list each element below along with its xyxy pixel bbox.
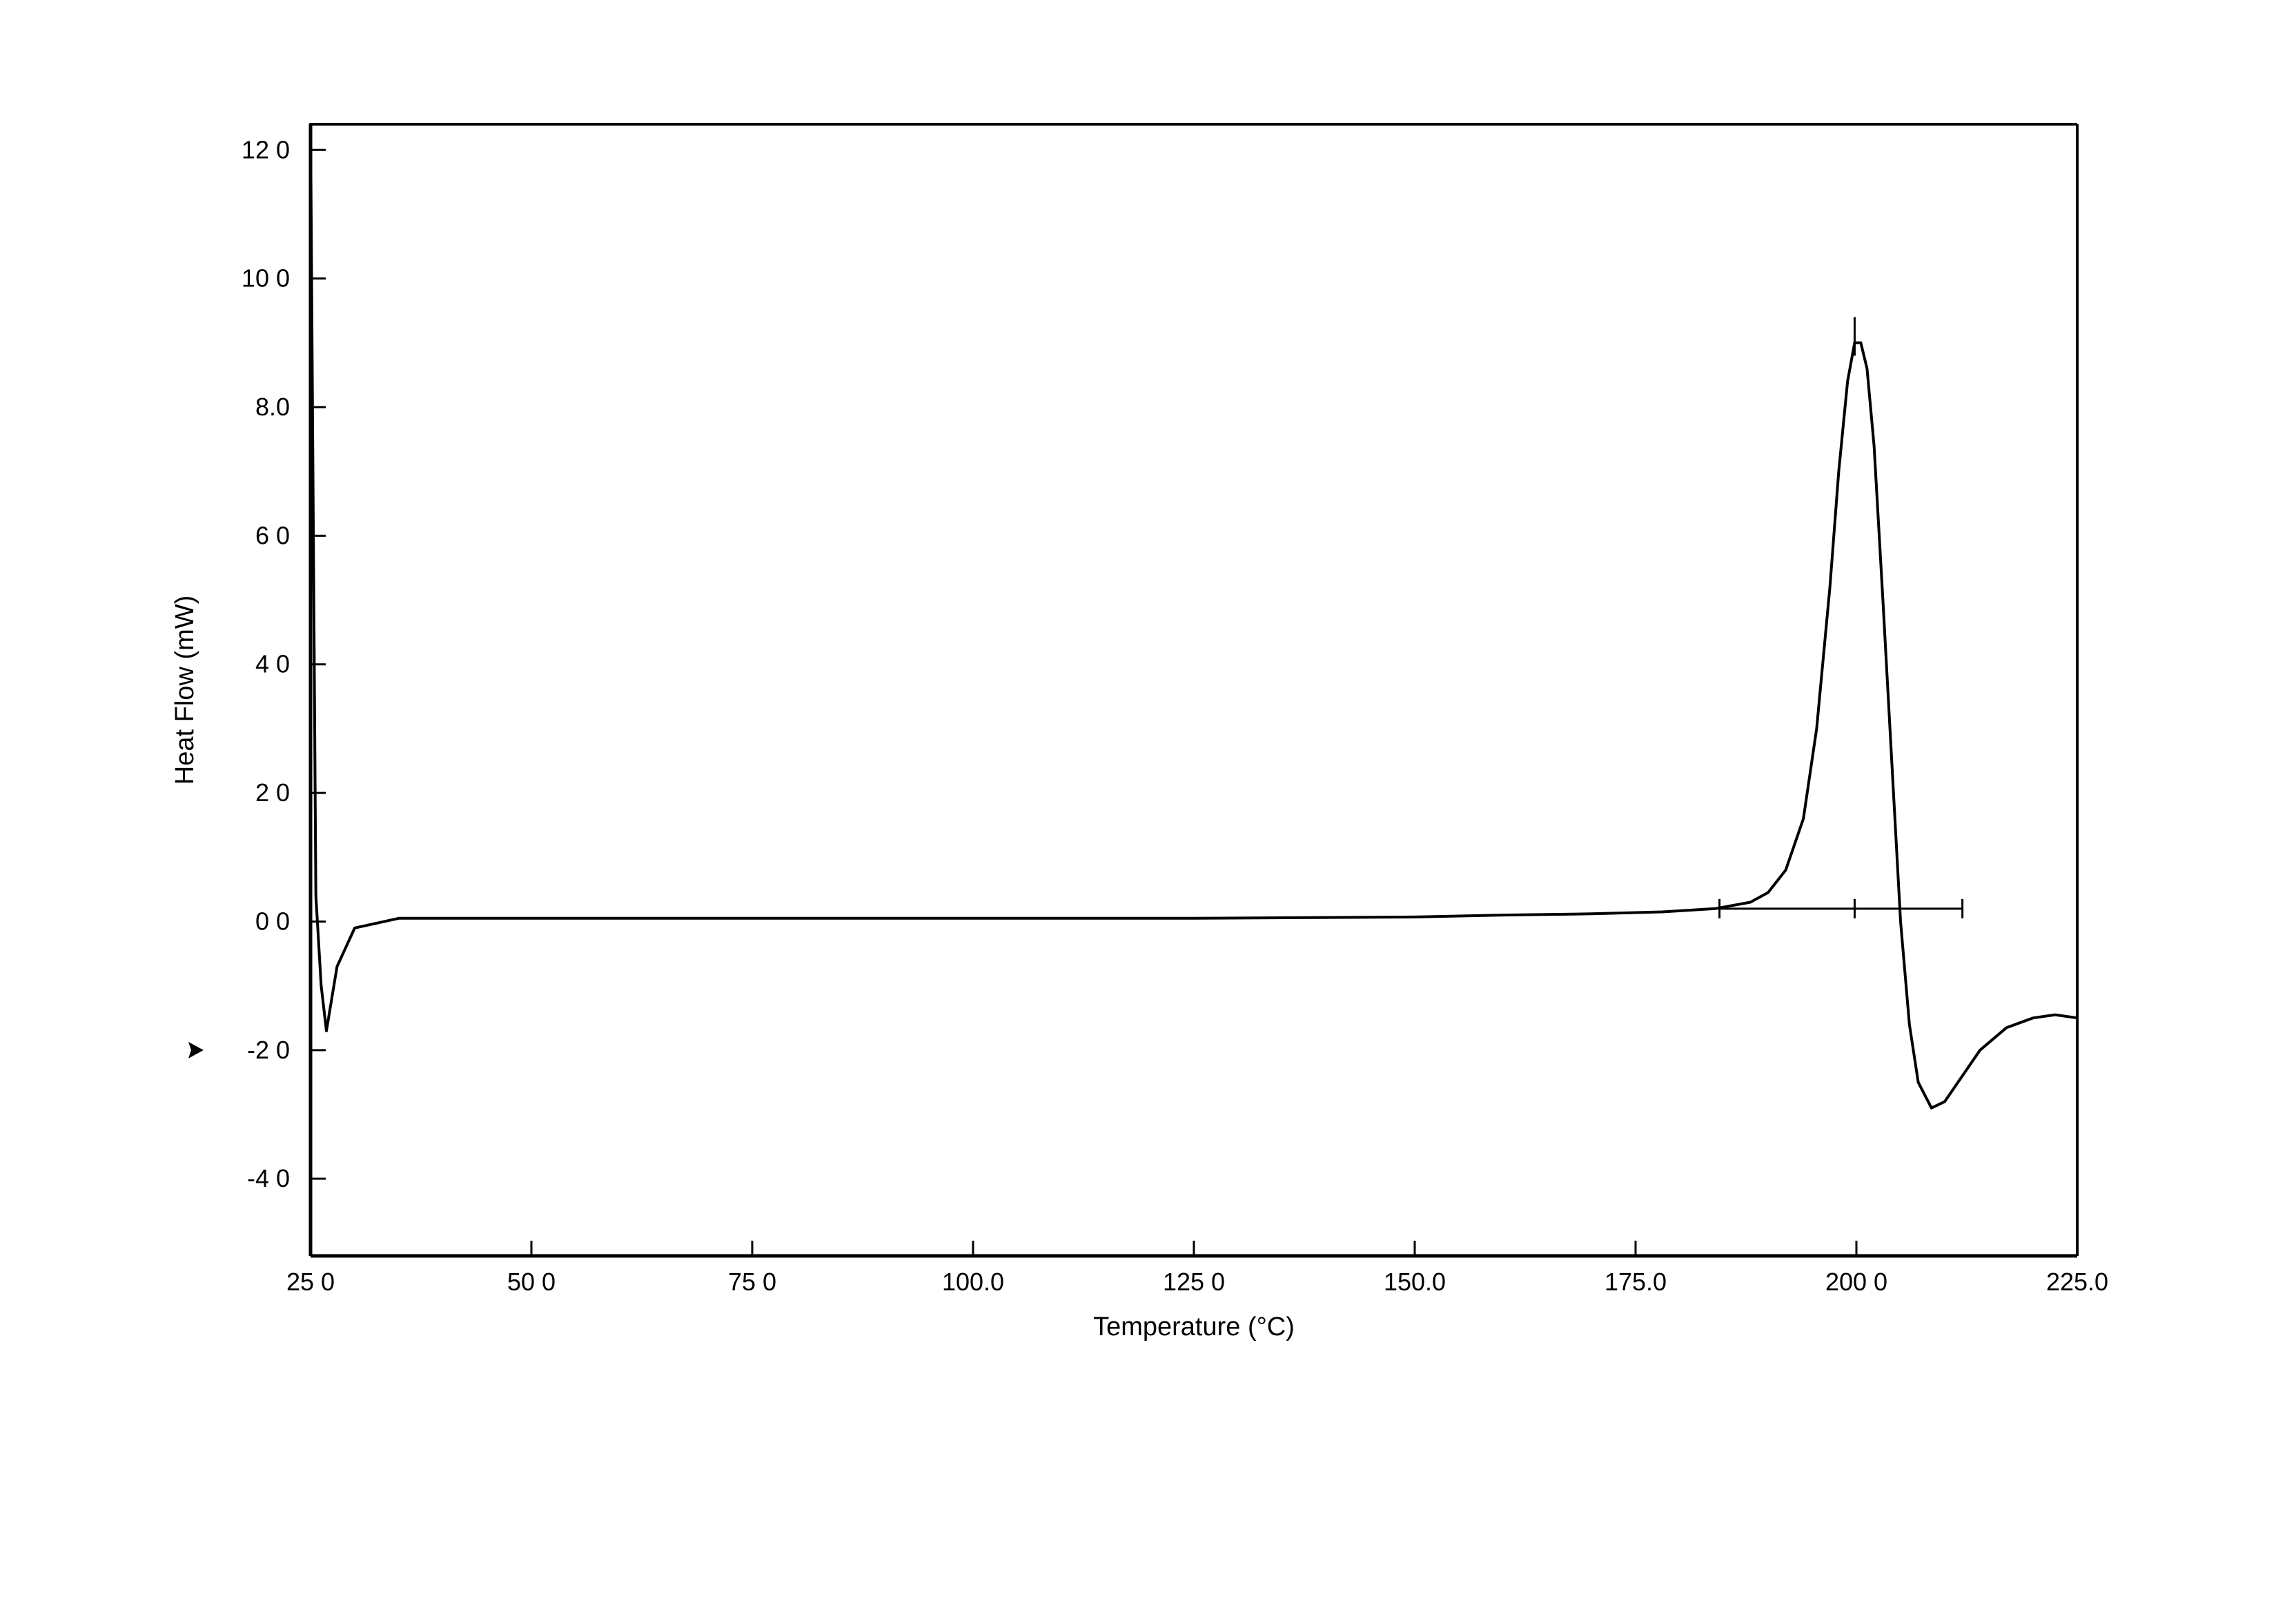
y-axis-label: Heat Flow (mW) [170, 596, 199, 785]
y-tick-label: 2 0 [255, 778, 290, 807]
chart-bg [138, 83, 2139, 1394]
x-tick-label: 75 0 [728, 1268, 776, 1296]
x-tick-label: 225.0 [2046, 1268, 2108, 1296]
y-tick-label: -2 0 [247, 1036, 290, 1064]
page: { "dsc_chart": { "type": "line", "xlabel… [0, 0, 2296, 1614]
x-tick-label: 125 0 [1163, 1268, 1225, 1296]
y-tick-label: 6 0 [255, 521, 290, 549]
y-tick-label: 10 0 [242, 264, 290, 293]
x-tick-label: 100.0 [942, 1268, 1004, 1296]
x-tick-label: 25 0 [286, 1268, 335, 1296]
dsc-chart-svg: 25 0 50 0 75 0 100.0 125 0 150.0 175.0 200 0 225… [138, 83, 2139, 1394]
y-tick-label: 8.0 [255, 393, 290, 421]
y-tick-label: 12 0 [242, 135, 290, 164]
y-tick-label: -4 0 [247, 1164, 290, 1192]
x-axis-label: Temperature (°C) [1093, 1312, 1295, 1341]
y-tick-label: 4 0 [255, 650, 290, 678]
x-tick-label: 50 0 [507, 1268, 556, 1296]
x-tick-label: 200 0 [1825, 1268, 1887, 1296]
x-tick-label: 175.0 [1605, 1268, 1667, 1296]
x-tick-label: 150.0 [1384, 1268, 1446, 1296]
y-tick-label: 0 0 [255, 907, 290, 935]
chart-container: 25 0 50 0 75 0 100.0 125 0 150.0 175.0 200 0 225… [138, 83, 2139, 1394]
